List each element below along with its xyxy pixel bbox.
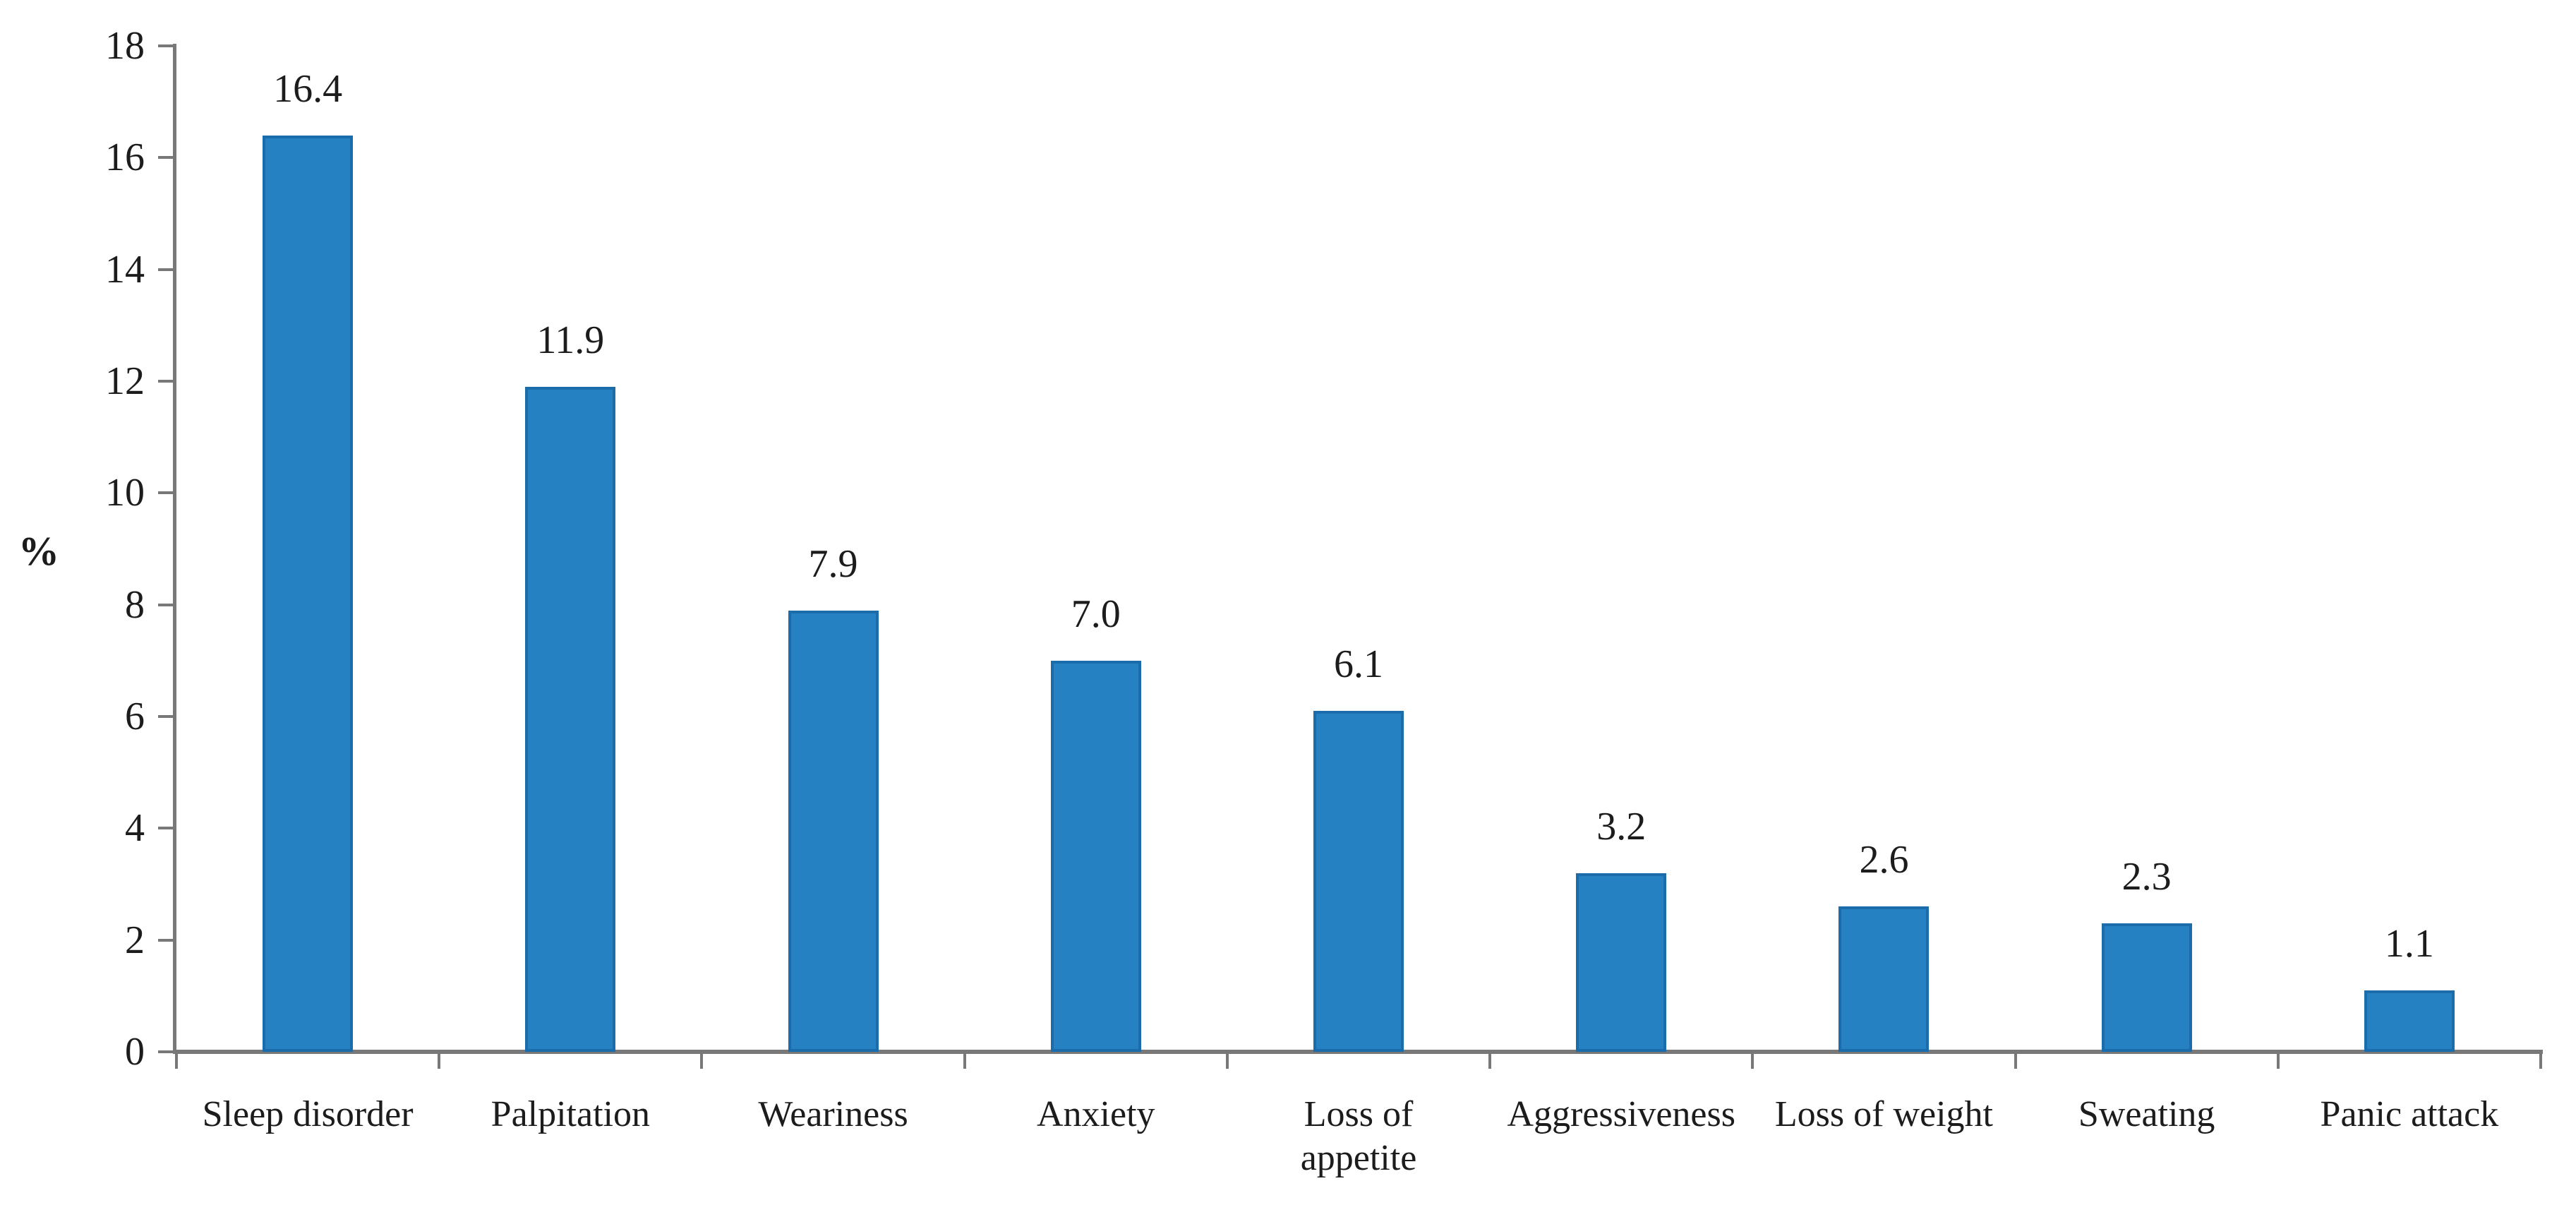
y-tick-mark xyxy=(158,268,173,271)
y-tick-label: 0 xyxy=(125,1030,145,1074)
y-tick-label: 16 xyxy=(105,136,145,180)
bar xyxy=(2364,990,2455,1052)
bar xyxy=(1313,711,1404,1052)
y-tick-mark xyxy=(158,44,173,47)
x-tick-mark xyxy=(2539,1054,2542,1069)
bar-value-label: 11.9 xyxy=(536,318,605,362)
bar-value-label: 2.3 xyxy=(2121,854,2172,899)
category-label: Panic attack xyxy=(2320,1094,2499,1134)
y-tick-mark xyxy=(158,156,173,160)
bar-value-label: 7.0 xyxy=(1071,592,1121,636)
y-tick-label: 4 xyxy=(125,806,145,851)
y-tick-mark xyxy=(158,491,173,495)
y-tick-label: 18 xyxy=(105,24,145,68)
y-tick-mark xyxy=(158,380,173,383)
bar xyxy=(1050,660,1141,1052)
category-label: Loss of appetite xyxy=(1300,1094,1417,1178)
category-label: Sweating xyxy=(2078,1094,2215,1134)
y-axis-title: % xyxy=(18,528,59,574)
y-tick-mark xyxy=(158,603,173,606)
y-tick-label: 10 xyxy=(105,471,145,515)
category-label: Weariness xyxy=(758,1094,908,1134)
y-tick-label: 6 xyxy=(125,695,145,738)
category-label: Sleep disorder xyxy=(202,1094,414,1134)
y-tick-label: 14 xyxy=(105,247,145,292)
category-label: Palpitation xyxy=(490,1094,650,1134)
y-tick-mark xyxy=(158,715,173,718)
y-tick-mark xyxy=(158,1050,173,1053)
bar-value-label: 6.1 xyxy=(1334,642,1383,687)
x-tick-mark xyxy=(1225,1054,1229,1069)
category-label: Anxiety xyxy=(1037,1094,1155,1134)
y-tick-mark xyxy=(158,827,173,830)
y-tick-label: 12 xyxy=(105,359,145,403)
bar xyxy=(1576,873,1667,1052)
x-tick-mark xyxy=(2014,1054,2017,1069)
x-tick-mark xyxy=(175,1054,178,1069)
x-tick-mark xyxy=(438,1054,441,1069)
x-tick-mark xyxy=(963,1054,966,1069)
bar xyxy=(263,135,354,1052)
bar-value-label: 7.9 xyxy=(808,541,858,586)
bar xyxy=(788,610,879,1052)
y-tick-label: 8 xyxy=(125,582,145,627)
x-tick-mark xyxy=(2276,1054,2280,1069)
category-label: Aggressiveness xyxy=(1507,1094,1735,1134)
bar xyxy=(2101,923,2192,1052)
x-tick-mark xyxy=(1488,1054,1492,1069)
y-tick-label: 2 xyxy=(125,918,145,962)
x-tick-mark xyxy=(1751,1054,1755,1069)
bar-value-label: 2.6 xyxy=(1859,838,1909,882)
category-label: Loss of weight xyxy=(1774,1094,1993,1134)
x-tick-mark xyxy=(700,1054,704,1069)
bar xyxy=(525,386,616,1052)
bar-value-label: 3.2 xyxy=(1596,804,1647,849)
bar xyxy=(1838,906,1930,1052)
y-axis-line xyxy=(173,44,176,1054)
bar-value-label: 16.4 xyxy=(273,66,343,111)
y-tick-mark xyxy=(158,938,173,942)
x-axis-line xyxy=(173,1050,2543,1054)
bar-value-label: 1.1 xyxy=(2384,921,2434,966)
